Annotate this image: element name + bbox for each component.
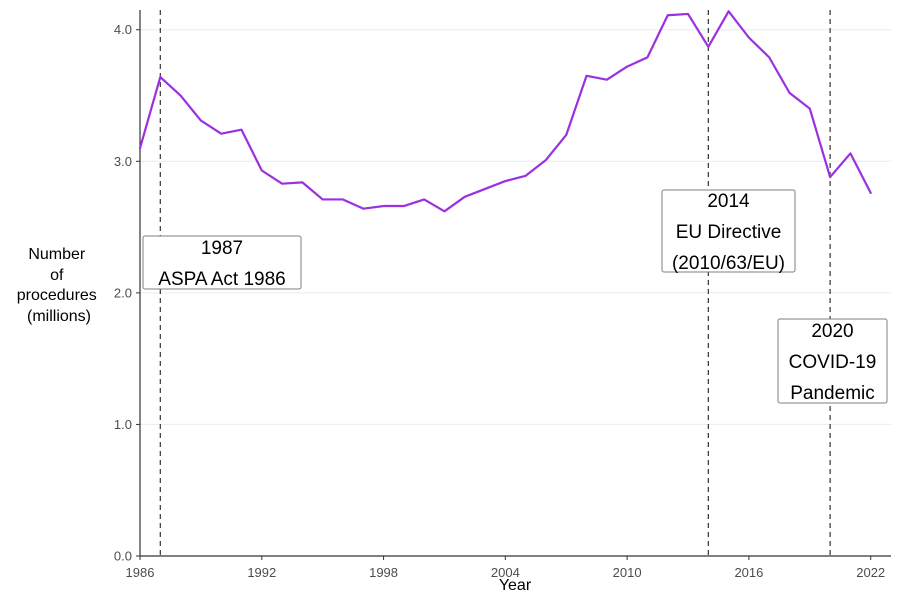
y-axis-title: Number of procedures (millions)	[17, 246, 102, 325]
x-tick-label: 1986	[126, 565, 155, 580]
x-tick-label: 2022	[856, 565, 885, 580]
annotation-label-box: 2020 COVID-19 Pandemic	[777, 318, 888, 404]
x-tick-label: 2004	[491, 565, 520, 580]
annotation-label-box: 2014 EU Directive (2010/63/EU)	[661, 189, 796, 274]
y-tick-label: 2.0	[114, 285, 132, 300]
y-axis-title-line: procedures	[17, 287, 97, 304]
y-tick-label: 1.0	[114, 417, 132, 432]
y-axis-title-line: of	[50, 267, 64, 284]
x-tick-label: 2010	[613, 565, 642, 580]
annotation-box-border	[777, 318, 888, 404]
axes	[139, 10, 891, 557]
annotation-text: 2014	[707, 191, 750, 212]
y-tick-label: 3.0	[114, 154, 132, 169]
annotation-label-box: 1987 ASPA Act 1986	[142, 235, 302, 290]
y-tick-label: 0.0	[114, 549, 132, 564]
y-axis-title-line: Number	[28, 246, 86, 263]
annotation-text: COVID-19	[789, 352, 877, 373]
x-axis-title: Year	[499, 577, 532, 594]
x-tick-label: 2016	[734, 565, 763, 580]
y-axis-title-line: (millions)	[27, 308, 91, 325]
annotation-text: 2020	[811, 321, 853, 342]
x-tick-label: 1998	[369, 565, 398, 580]
y-tick-label: 4.0	[114, 22, 132, 37]
procedures-series-line	[138, 10, 872, 213]
annotation-box-border	[142, 235, 302, 290]
annotation-text: 1987	[201, 238, 243, 259]
annotation-box-border	[661, 189, 796, 273]
x-tick-label: 1992	[247, 565, 276, 580]
data-series	[138, 10, 872, 213]
annotation-text: ASPA Act 1986	[158, 269, 285, 290]
gridlines	[140, 29, 891, 425]
annotation-boxes: 1987 ASPA Act 1986 2014 EU Directive (2010/6…	[142, 189, 888, 404]
tick-labels: 0.0 1.0 2.0 3.0 4.0 1986 1992 1998 2004 2010 2016 2…	[114, 22, 885, 580]
annotation-text: EU Directive	[676, 222, 782, 243]
annotation-text: (2010/63/EU)	[672, 253, 785, 274]
annotation-text: Pandemic	[790, 383, 875, 404]
